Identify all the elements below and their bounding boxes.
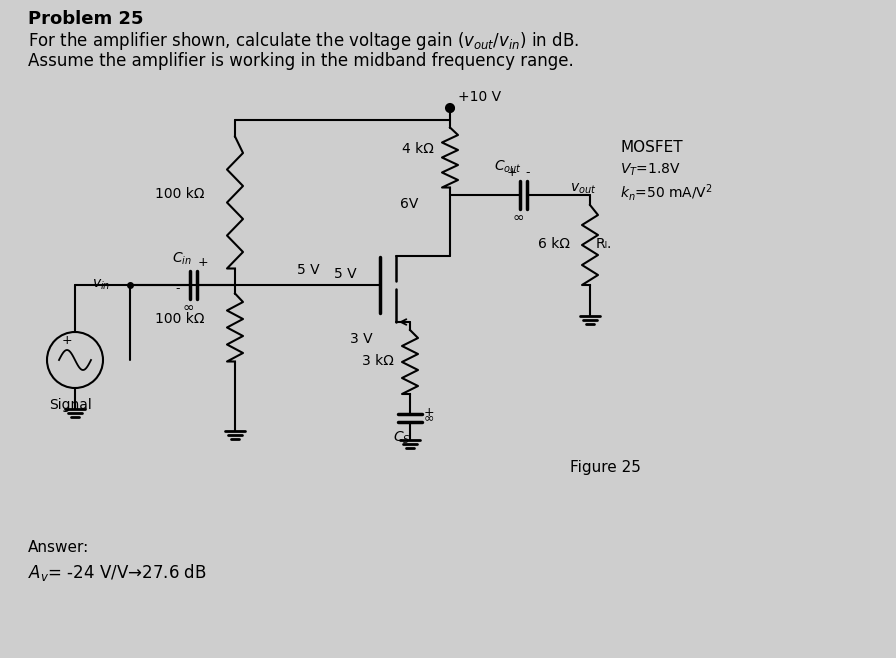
Text: +: + bbox=[424, 405, 435, 418]
Text: 4 kΩ: 4 kΩ bbox=[402, 142, 434, 156]
Text: MOSFET: MOSFET bbox=[620, 140, 683, 155]
Text: Assume the amplifier is working in the midband frequency range.: Assume the amplifier is working in the m… bbox=[28, 52, 573, 70]
Text: Problem 25: Problem 25 bbox=[28, 10, 143, 28]
Text: $k_n$=50 mA/V$^2$: $k_n$=50 mA/V$^2$ bbox=[620, 182, 713, 203]
Text: Figure 25: Figure 25 bbox=[570, 460, 641, 475]
Text: +: + bbox=[198, 256, 209, 269]
Text: 100 kΩ: 100 kΩ bbox=[155, 187, 204, 201]
Text: 6V: 6V bbox=[400, 197, 418, 211]
Text: $v_{in}$: $v_{in}$ bbox=[92, 278, 110, 292]
Text: ∞: ∞ bbox=[182, 301, 194, 315]
Text: $C_{out}$: $C_{out}$ bbox=[494, 159, 521, 175]
Text: +: + bbox=[506, 166, 517, 179]
Text: 3 kΩ: 3 kΩ bbox=[362, 354, 394, 368]
Text: $C_S$: $C_S$ bbox=[393, 430, 410, 446]
Text: For the amplifier shown, calculate the voltage gain ($v_{out}/v_{in}$) in dB.: For the amplifier shown, calculate the v… bbox=[28, 30, 579, 52]
Text: $v_{out}$: $v_{out}$ bbox=[570, 182, 597, 196]
Text: Signal: Signal bbox=[49, 398, 91, 412]
Text: $V_T$=1.8V: $V_T$=1.8V bbox=[620, 162, 681, 178]
Text: -: - bbox=[176, 282, 180, 295]
Text: +10 V: +10 V bbox=[458, 90, 501, 104]
Text: 3 V: 3 V bbox=[350, 332, 373, 346]
Text: ∞: ∞ bbox=[513, 211, 524, 225]
Text: 6 kΩ: 6 kΩ bbox=[538, 237, 570, 251]
Text: 100 kΩ: 100 kΩ bbox=[155, 312, 204, 326]
Text: -: - bbox=[526, 166, 530, 179]
Text: Answer:: Answer: bbox=[28, 540, 90, 555]
Text: ∞: ∞ bbox=[424, 411, 435, 424]
Text: Rₗ.: Rₗ. bbox=[596, 237, 612, 251]
Text: $C_{in}$: $C_{in}$ bbox=[172, 251, 192, 267]
Text: +: + bbox=[62, 334, 73, 347]
Text: $A_v$= -24 V/V→27.6 dB: $A_v$= -24 V/V→27.6 dB bbox=[28, 562, 207, 583]
Text: 5 V: 5 V bbox=[334, 267, 357, 281]
Text: 5 V: 5 V bbox=[297, 263, 320, 277]
